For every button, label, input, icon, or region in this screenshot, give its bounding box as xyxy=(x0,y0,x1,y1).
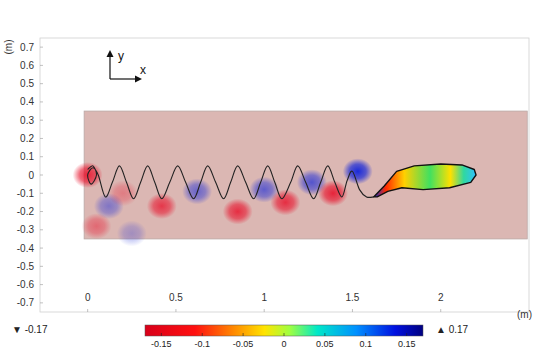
color-bar xyxy=(145,325,423,336)
x-tick xyxy=(264,309,265,312)
y-tick xyxy=(40,101,43,102)
colorbar-tick-label: -0.05 xyxy=(233,339,254,349)
x-tick-label: 0 xyxy=(85,292,91,303)
x-axis-label: (m) xyxy=(517,309,532,320)
y-tick xyxy=(40,175,43,176)
vortex xyxy=(147,193,177,219)
y-tick xyxy=(40,83,43,84)
colorbar-tick xyxy=(202,333,203,336)
colorbar-tick xyxy=(161,333,162,336)
x-tick xyxy=(87,309,88,312)
y-tick-label: 0.7 xyxy=(20,42,34,53)
colorbar-tick-label: 0.05 xyxy=(316,339,334,349)
fish-body xyxy=(374,164,476,197)
vortex xyxy=(223,199,253,225)
y-tick xyxy=(40,120,43,121)
plot-area xyxy=(73,111,528,246)
y-tick xyxy=(40,138,43,139)
x-tick-label: 1.5 xyxy=(346,292,360,303)
y-tick-label: 0.6 xyxy=(20,60,34,71)
colorbar-tick xyxy=(406,333,407,336)
y-tick xyxy=(40,229,43,230)
y-tick-label: -0.4 xyxy=(17,243,35,254)
x-tick-label: 1 xyxy=(261,292,267,303)
y-tick xyxy=(40,156,43,157)
indicator-label: x xyxy=(140,63,146,77)
y-axis-label: (m) xyxy=(3,40,14,55)
fluid-domain xyxy=(84,111,527,239)
y-tick-label: 0.4 xyxy=(20,96,34,107)
y-tick-label: -0.5 xyxy=(17,261,35,272)
y-tick xyxy=(40,65,43,66)
y-tick-label: -0.1 xyxy=(17,188,35,199)
colorbar-tick xyxy=(365,333,366,336)
x-tick xyxy=(352,309,353,312)
vortex xyxy=(81,213,111,239)
colorbar-tick-label: -0.15 xyxy=(151,339,172,349)
y-tick xyxy=(40,266,43,267)
y-tick-label: 0 xyxy=(28,170,34,181)
x-tick-label: 2 xyxy=(438,292,444,303)
colorbar-tick xyxy=(324,333,325,336)
colorbar-tick-label: 0.15 xyxy=(398,339,416,349)
trajectory xyxy=(88,166,374,199)
figure: 0.7 0.6 0.5 0.4 0.3 0.2 0.1 0 -0.1 -0.2 -0.3 -0.4 -0… xyxy=(0,0,538,351)
colorbar-max-label: ▲ 0.17 xyxy=(436,324,469,335)
y-tick-label: 0.3 xyxy=(20,115,34,126)
y-tick-label: -0.3 xyxy=(17,224,35,235)
y-tick xyxy=(40,193,43,194)
colorbar-tick xyxy=(284,333,285,336)
x-tick xyxy=(175,309,176,312)
indicator-arrowhead xyxy=(107,50,114,57)
x-tick-label: 0.5 xyxy=(169,292,183,303)
colorbar-tick-label: 0.1 xyxy=(360,339,373,349)
y-tick-label: 0.5 xyxy=(20,78,34,89)
y-tick-label: -0.6 xyxy=(17,279,35,290)
y-tick-label: 0.1 xyxy=(20,151,34,162)
y-tick xyxy=(40,284,43,285)
y-tick-label: 0.2 xyxy=(20,133,34,144)
colorbar-tick-label: 0 xyxy=(281,339,286,349)
colorbar-tick-label: -0.1 xyxy=(194,339,210,349)
colorbar-min-label: ▼ -0.17 xyxy=(12,324,48,335)
y-tick xyxy=(40,302,43,303)
x-tick xyxy=(440,309,441,312)
y-tick xyxy=(40,211,43,212)
indicator-label: y xyxy=(118,49,124,63)
y-tick xyxy=(40,47,43,48)
colorbar-tick xyxy=(243,333,244,336)
vortex xyxy=(117,220,147,246)
y-tick-label: -0.7 xyxy=(17,297,35,308)
y-tick xyxy=(40,248,43,249)
y-tick-label: -0.2 xyxy=(17,206,35,217)
vortex xyxy=(108,180,138,206)
plot-frame xyxy=(40,38,529,312)
